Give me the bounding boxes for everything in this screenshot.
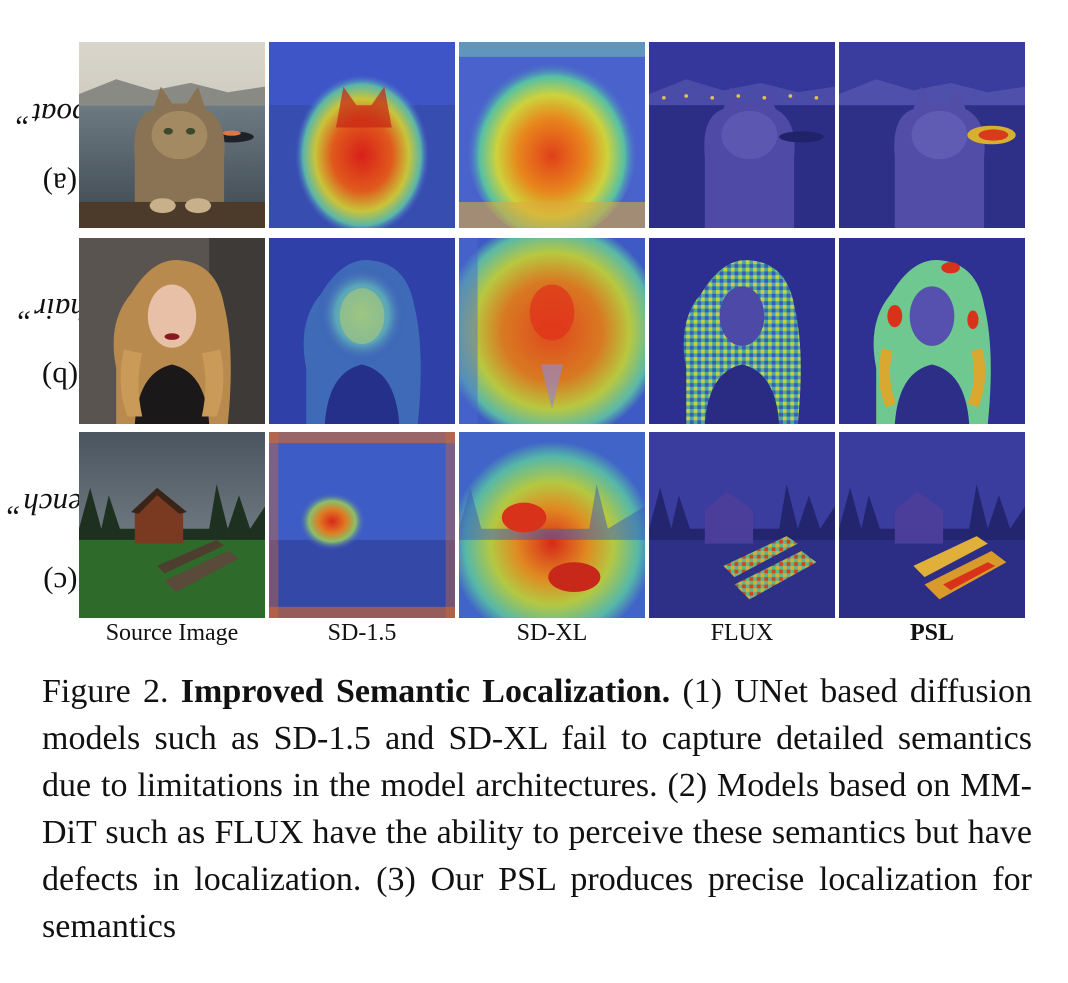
column-label-flux: FLUX: [710, 620, 774, 646]
source-image-hair: [79, 238, 265, 424]
column-label-sdxl: SD-XL: [516, 620, 588, 646]
flux-map-bench: [649, 432, 835, 618]
column-label-sd15: SD-1.5: [327, 620, 397, 646]
source-image-bench: [79, 432, 265, 618]
column-label-source: Source Image: [105, 620, 239, 646]
psl-map-bench: [839, 432, 1025, 618]
figure: (a) “boat” (b) “hair” (c) “bench”: [5, 42, 1025, 646]
caption-body: (1) UNet based diffusion models such as …: [42, 673, 1033, 945]
psl-map-hair: [839, 238, 1025, 424]
caption-number: Figure 2.: [42, 673, 169, 710]
row-label-b: (b) “hair”: [16, 292, 104, 396]
sd15-map-hair: [269, 238, 455, 424]
sd15-map-bench: [269, 432, 455, 618]
row-label-a: (a) “boat”: [15, 96, 105, 202]
sdxl-map-hair: [459, 238, 645, 424]
row-label-c: (c) “bench”: [5, 486, 115, 602]
flux-map-boat: [649, 42, 835, 228]
flux-map-hair: [649, 238, 835, 424]
sdxl-map-bench: [459, 432, 645, 618]
column-label-psl: PSL: [909, 620, 954, 646]
source-image-boat: [79, 42, 265, 228]
figure-caption: Figure 2. Improved Semantic Localization…: [42, 668, 1032, 950]
sd15-map-boat: [269, 42, 455, 228]
sdxl-map-boat: [459, 42, 645, 228]
psl-map-boat: [839, 42, 1025, 228]
caption-title: Improved Semantic Localization.: [180, 673, 671, 710]
